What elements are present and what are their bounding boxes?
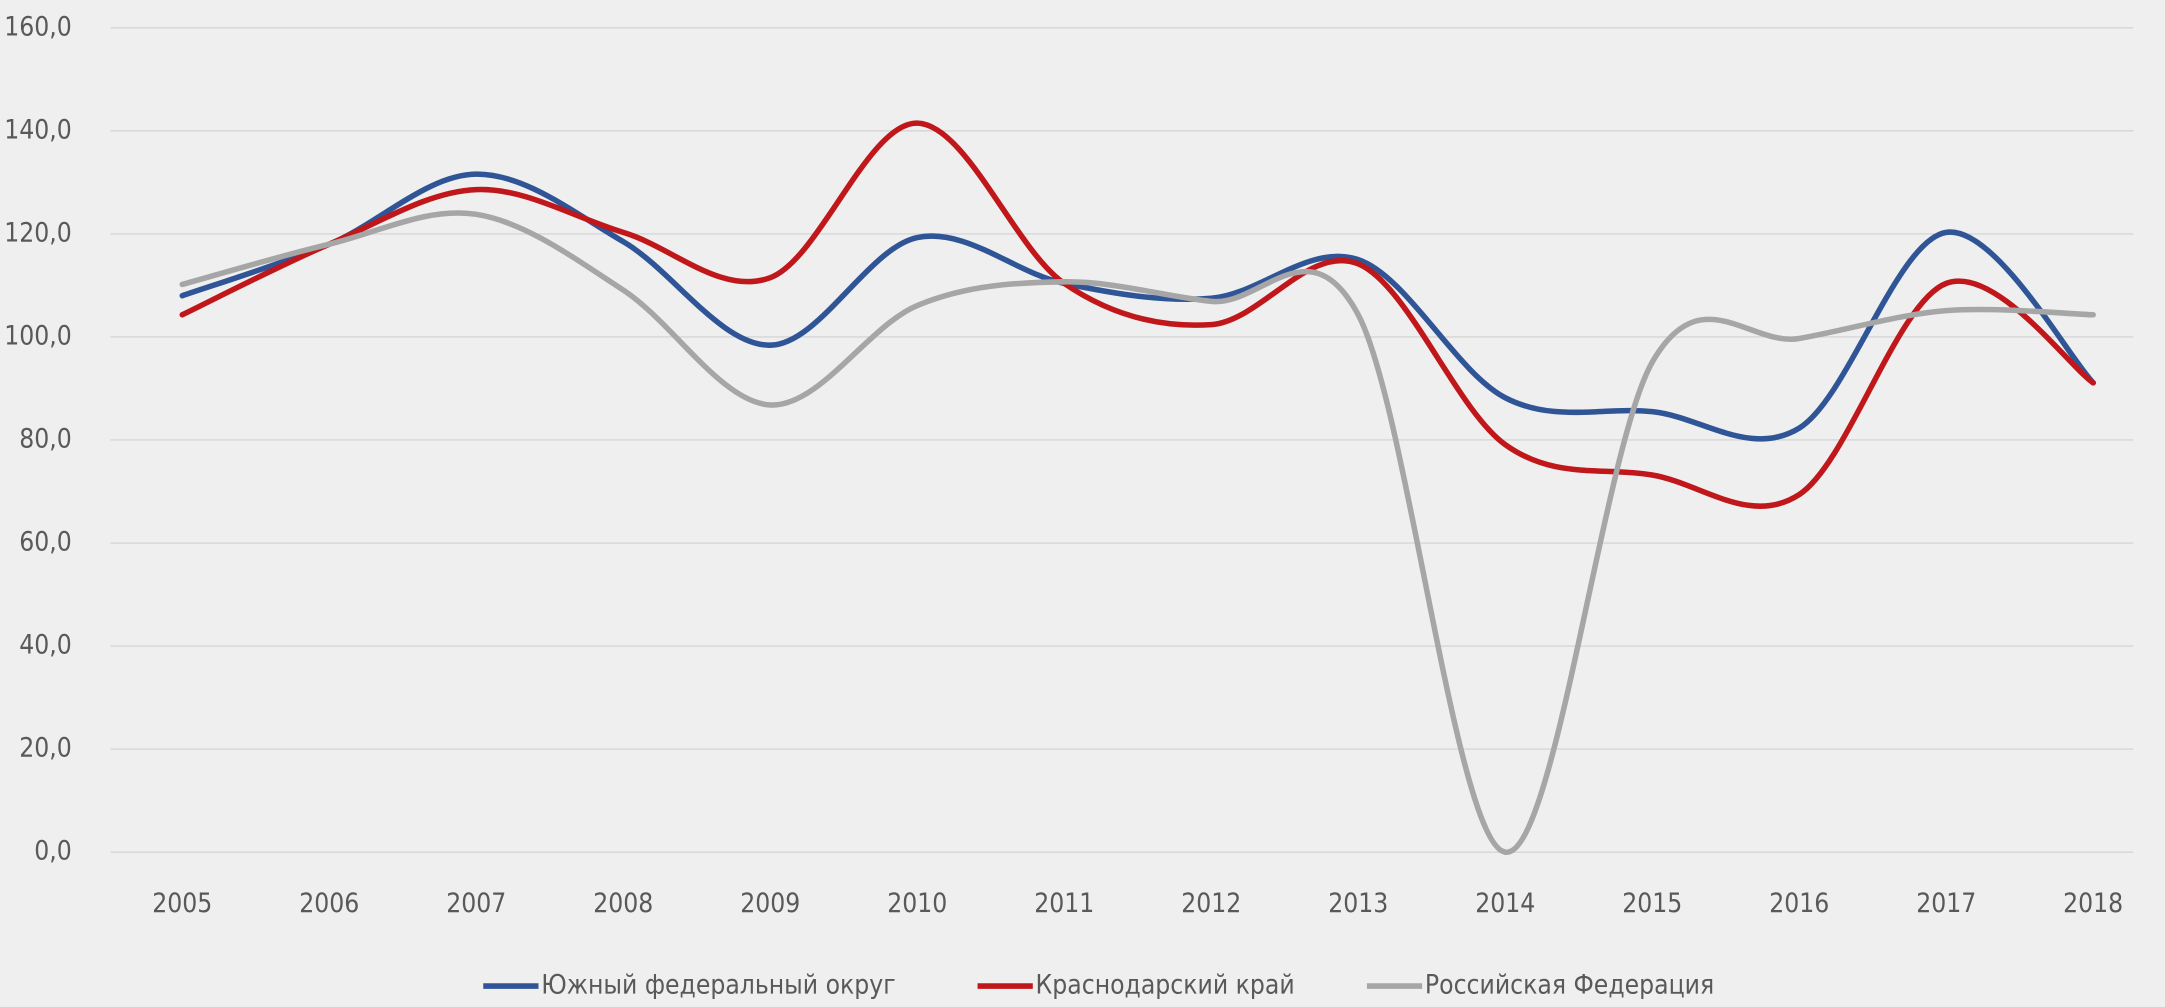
y-tick-label: 100,0 <box>4 321 72 351</box>
x-tick-label: 2016 <box>1769 889 1829 919</box>
x-tick-label: 2005 <box>152 889 212 919</box>
x-tick-label: 2018 <box>2063 889 2123 919</box>
x-tick-label: 2017 <box>1916 889 1976 919</box>
y-tick-label: 120,0 <box>4 218 72 248</box>
series-line <box>179 120 2096 509</box>
y-tick-label: 0,0 <box>34 837 72 867</box>
x-tick-label: 2009 <box>740 889 800 919</box>
x-tick-label: 2015 <box>1622 889 1682 919</box>
legend-label: Южный федеральный округ <box>541 971 895 1001</box>
y-tick-label: 160,0 <box>4 12 72 42</box>
x-tick-label: 2010 <box>887 889 947 919</box>
y-tick-label: 40,0 <box>19 631 72 661</box>
legend-label: Российская Федерация <box>1425 971 1714 1001</box>
y-tick-label: 80,0 <box>19 424 72 454</box>
x-tick-label: 2011 <box>1034 889 1094 919</box>
y-tick-label: 20,0 <box>19 734 72 764</box>
x-tick-label: 2012 <box>1181 889 1241 919</box>
y-tick-label: 140,0 <box>4 115 72 145</box>
y-tick-label: 60,0 <box>19 528 72 558</box>
x-tick-label: 2008 <box>593 889 653 919</box>
legend-label: Краснодарский край <box>1036 971 1295 1001</box>
x-tick-label: 2013 <box>1328 889 1388 919</box>
series-line <box>179 210 2096 855</box>
x-tick-label: 2006 <box>299 889 359 919</box>
x-tick-label: 2014 <box>1475 889 1535 919</box>
x-tick-label: 2007 <box>446 889 506 919</box>
